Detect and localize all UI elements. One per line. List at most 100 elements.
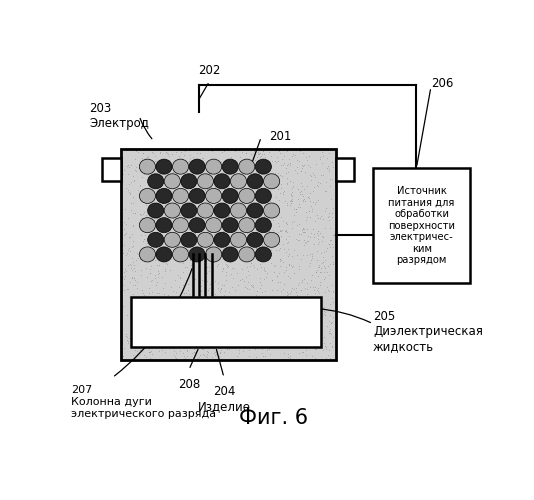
Point (318, 259, 327, 267)
Point (238, 266, 247, 274)
Point (148, 330, 157, 338)
Point (206, 186, 214, 194)
Point (120, 272, 129, 280)
Point (186, 255, 194, 263)
Point (217, 158, 225, 166)
Point (199, 208, 208, 216)
Point (278, 226, 286, 234)
Point (280, 302, 289, 310)
Point (163, 306, 172, 314)
Point (168, 344, 177, 352)
Point (230, 264, 239, 272)
Point (218, 170, 227, 178)
Point (211, 224, 219, 232)
Point (203, 162, 211, 170)
Point (305, 207, 313, 215)
Point (260, 150, 268, 158)
Point (188, 349, 197, 357)
Point (201, 304, 210, 312)
Point (209, 203, 218, 211)
Point (293, 250, 302, 258)
Point (266, 335, 274, 343)
Text: Фиг. 6: Фиг. 6 (239, 408, 308, 428)
Point (146, 348, 154, 356)
Point (173, 228, 182, 235)
Point (247, 280, 255, 288)
Point (283, 328, 292, 336)
Circle shape (247, 174, 263, 189)
Point (132, 306, 141, 314)
Point (270, 204, 279, 212)
Point (315, 288, 324, 296)
Point (252, 354, 261, 362)
Point (287, 195, 296, 203)
Point (325, 316, 333, 324)
Point (181, 263, 190, 271)
Point (293, 221, 301, 229)
Point (222, 332, 230, 340)
Point (178, 194, 186, 202)
Point (310, 182, 318, 190)
Point (213, 340, 222, 348)
Point (139, 170, 148, 178)
Point (141, 226, 150, 234)
Point (197, 336, 205, 344)
Point (325, 216, 333, 224)
Point (181, 332, 190, 340)
Point (227, 160, 235, 168)
Point (184, 250, 192, 258)
Point (294, 321, 303, 329)
Point (119, 170, 128, 178)
Point (268, 286, 277, 294)
Point (146, 252, 155, 260)
Point (323, 351, 332, 359)
Point (178, 188, 186, 196)
Point (202, 160, 211, 168)
Point (281, 248, 290, 256)
Point (303, 225, 312, 233)
Point (195, 218, 203, 226)
Circle shape (198, 174, 214, 189)
Point (257, 164, 266, 172)
Point (240, 174, 248, 182)
Point (225, 200, 233, 207)
Point (132, 162, 140, 170)
Point (164, 187, 172, 195)
Point (225, 216, 234, 224)
Point (151, 310, 159, 318)
Point (260, 202, 268, 210)
Point (200, 210, 208, 218)
Point (132, 327, 141, 335)
Point (172, 320, 181, 328)
Point (176, 341, 184, 349)
Point (154, 298, 163, 306)
Point (149, 149, 158, 157)
Point (223, 345, 231, 353)
Point (131, 209, 139, 217)
Point (231, 147, 239, 155)
Point (222, 156, 231, 164)
Point (299, 192, 308, 200)
Point (150, 214, 159, 222)
Point (175, 178, 183, 186)
Point (125, 180, 134, 188)
Point (197, 317, 205, 325)
Point (286, 159, 294, 167)
Point (207, 248, 215, 256)
Point (148, 315, 156, 323)
Point (138, 294, 147, 302)
Point (198, 200, 207, 208)
Point (142, 264, 151, 272)
Point (199, 154, 207, 162)
Point (224, 214, 233, 222)
Point (126, 278, 135, 286)
Bar (373, 168, 470, 283)
Point (166, 194, 175, 202)
Point (235, 200, 244, 208)
Point (217, 247, 225, 255)
Point (219, 221, 227, 229)
Point (147, 304, 156, 312)
Point (123, 286, 132, 294)
Point (274, 147, 283, 155)
Point (140, 307, 148, 315)
